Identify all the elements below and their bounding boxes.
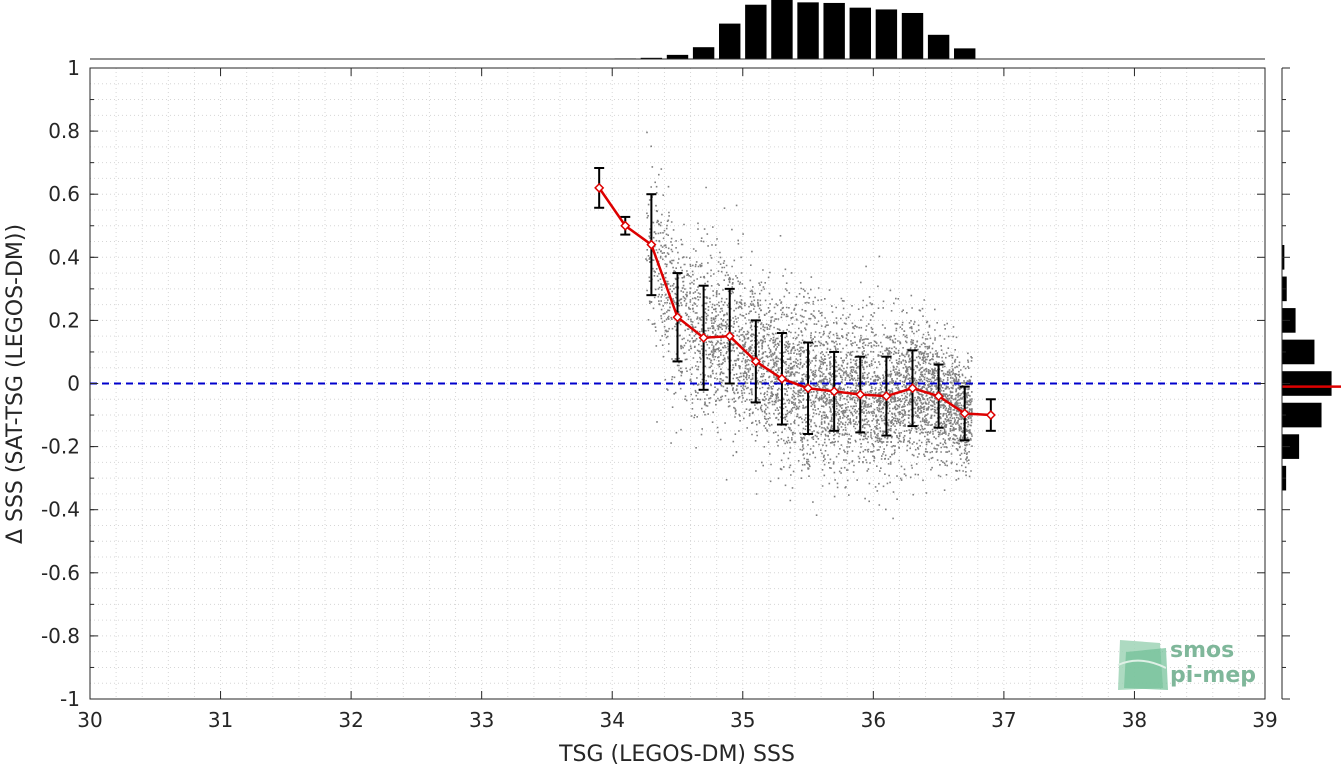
top-histogram-bar <box>823 2 845 59</box>
median-marker <box>672 312 683 323</box>
median-marker <box>907 383 918 394</box>
median-marker <box>802 383 814 394</box>
smos-pi-mep-logo: smos pi-mep <box>1117 638 1256 690</box>
right-histogram-bar <box>1282 339 1315 365</box>
top-histogram-bar <box>666 54 689 59</box>
binned-median-line <box>598 187 991 417</box>
median-marker <box>750 356 761 367</box>
median-marker <box>985 409 996 421</box>
y-tick-label: -0.2 <box>41 435 80 459</box>
x-tick-label: 34 <box>599 708 624 732</box>
x-axis-label: TSG (LEGOS-DM) SSS <box>558 742 795 767</box>
top-histogram-bar <box>875 9 898 60</box>
top-histogram <box>614 0 976 60</box>
top-histogram-bar <box>692 47 715 59</box>
scatter-points <box>645 131 973 520</box>
top-histogram-bar <box>797 2 819 59</box>
x-tick-label: 37 <box>991 708 1016 732</box>
x-tick-label: 30 <box>77 708 102 732</box>
median-marker <box>959 408 970 419</box>
y-tick-label: 0.2 <box>48 308 80 332</box>
right-histogram-ticks <box>1282 67 1290 700</box>
x-tick-label: 39 <box>1252 708 1277 732</box>
right-histogram <box>1282 244 1341 491</box>
binned-median-markers <box>594 182 996 421</box>
x-tick-label: 31 <box>208 708 233 732</box>
top-histogram-bar <box>954 48 976 59</box>
top-histogram-bar <box>927 34 950 59</box>
top-histogram-bar <box>901 12 924 59</box>
top-histogram-bar <box>849 7 871 60</box>
x-tick-label: 33 <box>469 708 494 732</box>
scatter-cloud <box>645 131 973 520</box>
median-marker <box>724 331 735 342</box>
top-histogram-bar <box>640 57 663 59</box>
y-tick-label: -0.6 <box>41 561 80 585</box>
y-tick-label: 0.4 <box>48 245 80 269</box>
y-tick-label: -0.8 <box>41 624 80 648</box>
y-tick-label: 0.6 <box>48 182 80 206</box>
logo-line2: pi-mep <box>1170 663 1256 688</box>
median-marker <box>620 220 631 231</box>
top-histogram-bar <box>745 4 767 59</box>
top-histogram-bar <box>719 23 741 60</box>
y-tick-label: 1 <box>67 56 80 80</box>
x-tick-label: 32 <box>338 708 363 732</box>
right-histogram-bar <box>1282 434 1300 459</box>
right-histogram-bar <box>1282 371 1332 396</box>
median-marker <box>698 332 709 343</box>
median-marker <box>933 391 944 402</box>
x-tick-label: 35 <box>730 708 755 732</box>
axis-ticks <box>89 67 1266 700</box>
right-histogram-bar <box>1282 402 1322 428</box>
x-tick-label: 38 <box>1122 708 1147 732</box>
y-tick-labels: 1 0.8 0.6 0.4 0.2 0 -0.2 -0.4 -0.6 -0.8 -1 <box>41 56 80 711</box>
median-marker <box>594 182 605 193</box>
logo-shape-front <box>1124 648 1168 690</box>
median-marker <box>829 386 840 397</box>
y-tick-label: 0 <box>67 372 80 396</box>
logo-shape-wave <box>1117 659 1167 669</box>
y-tick-label: -0.4 <box>41 498 80 522</box>
top-histogram-bar <box>771 0 793 59</box>
x-tick-label: 36 <box>861 708 886 732</box>
x-tick-labels: 30 31 32 33 34 35 36 37 38 39 <box>77 708 1277 732</box>
median-marker <box>855 389 866 400</box>
median-marker <box>646 239 657 250</box>
y-axis-label: Δ SSS (SAT-TSG (LEGOS-DM)) <box>3 224 28 544</box>
median-marker <box>776 373 788 384</box>
y-tick-label: 0.8 <box>48 119 80 143</box>
logo-line1: smos <box>1170 638 1234 663</box>
y-tick-label: -1 <box>60 687 80 711</box>
median-marker <box>881 391 892 402</box>
